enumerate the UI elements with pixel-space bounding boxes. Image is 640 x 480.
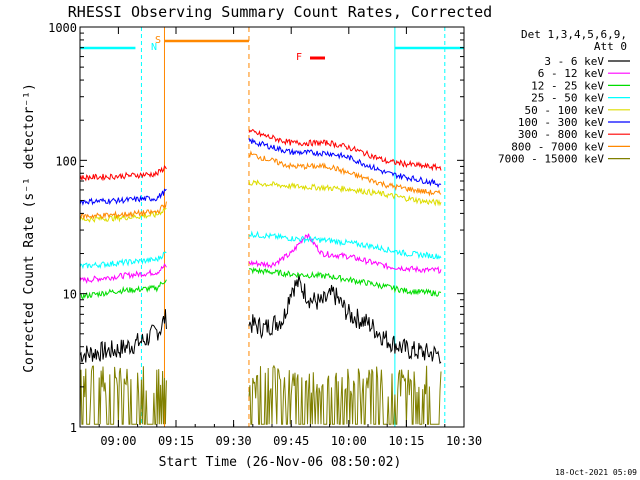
x-tick-label: 10:30 — [446, 434, 482, 448]
series-line-7-0 — [79, 201, 167, 220]
axis-ticks: 09:00 09:15 09:30 09:45 10:00 10:15 10:30 1 10 10… — [48, 21, 482, 448]
legend-label: 3 - 6 keV — [544, 55, 604, 68]
legend-label: 300 - 800 keV — [518, 128, 604, 141]
chart-title: RHESSI Observing Summary Count Rates, Co… — [68, 3, 492, 21]
legend-label: 25 - 50 keV — [531, 92, 604, 105]
legend-header: Det 1,3,4,5,6,9, — [521, 28, 627, 41]
series-line-0-0 — [79, 309, 167, 363]
y-tick-label: 1000 — [48, 21, 77, 35]
series-layer — [79, 128, 442, 425]
y-tick-label: 100 — [55, 154, 77, 168]
series-line-6-0 — [79, 165, 167, 182]
series-line-3-1 — [248, 230, 442, 260]
plot-border — [79, 26, 465, 428]
x-tick-label: 09:00 — [100, 434, 136, 448]
legend-label: 7000 - 15000 keV — [498, 153, 604, 166]
series-line-5-0 — [79, 188, 167, 206]
observing-bands: NS F — [80, 27, 464, 427]
legend-label: 50 - 100 keV — [525, 104, 605, 117]
series-line-1-1 — [248, 233, 442, 274]
legend-label: 12 - 25 keV — [531, 79, 604, 92]
y-tick-label: 1 — [70, 421, 77, 435]
legend-header: Att 0 — [594, 40, 627, 53]
legend-label: 800 - 7000 keV — [511, 140, 604, 153]
x-tick-label: 09:45 — [273, 434, 309, 448]
series-line-8-1 — [248, 364, 442, 425]
x-tick-label: 09:15 — [158, 434, 194, 448]
x-tick-label: 09:30 — [216, 434, 252, 448]
legend-label: 6 - 12 keV — [538, 67, 605, 80]
series-line-0-1 — [248, 274, 442, 365]
x-tick-label: 10:00 — [331, 434, 367, 448]
series-line-5-1 — [248, 137, 442, 188]
series-line-8-0 — [79, 365, 167, 425]
y-axis-label: Corrected Count Rate (s⁻¹ detector⁻¹) — [22, 83, 37, 373]
y-tick-label: 10 — [63, 288, 77, 302]
series-line-3-0 — [79, 251, 167, 270]
annotation-n: N — [151, 42, 157, 53]
series-line-6-1 — [248, 128, 442, 172]
annotation-f: F — [296, 52, 302, 63]
annotation-s: S — [155, 35, 161, 46]
x-axis-label: Start Time (26-Nov-06 08:50:02) — [159, 455, 402, 470]
timestamp: 18-Oct-2021 05:09 — [555, 468, 637, 477]
series-line-1-0 — [79, 263, 167, 285]
series-line-2-0 — [79, 279, 167, 300]
x-tick-label: 10:15 — [388, 434, 424, 448]
series-line-7-1 — [248, 150, 442, 197]
series-line-4-1 — [248, 179, 442, 207]
plot-frame — [79, 26, 465, 428]
legend-label: 100 - 300 keV — [518, 116, 604, 129]
series-line-2-1 — [248, 266, 442, 297]
